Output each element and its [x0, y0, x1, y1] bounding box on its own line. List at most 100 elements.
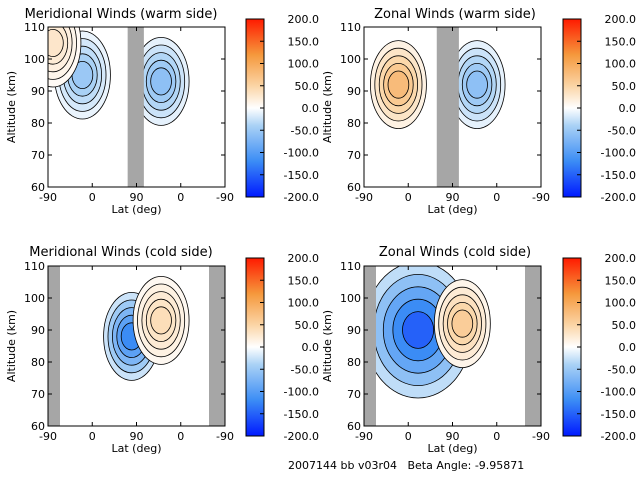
colorbar-tick-label: 200.0 — [288, 252, 320, 265]
colorbar-tick-label: -50.0 — [608, 124, 636, 137]
chart-panel-4: Zonal Winds (cold side)11010090807060-90… — [321, 245, 636, 455]
colorbar-tick-label: 50.0 — [295, 319, 320, 332]
colorbar-tick-label: -150.0 — [284, 169, 319, 182]
contour-level — [402, 311, 435, 349]
y-tick-label: 110 — [24, 260, 45, 273]
y-tick-label: 110 — [340, 260, 361, 273]
colorbar-tick-label: -150.0 — [601, 408, 636, 421]
colorbar-tick-label: -150.0 — [601, 169, 636, 182]
colorbar-tick-label: 100.0 — [288, 58, 320, 71]
colorbar-tick-label: 100.0 — [605, 297, 637, 310]
chart-panel-2: Zonal Winds (warm side)11010090807060-90… — [321, 7, 636, 216]
data-gap — [127, 27, 144, 187]
colorbar-tick-label: -200.0 — [284, 191, 319, 204]
x-tick-label: -90 — [39, 191, 57, 204]
data-gap — [436, 27, 459, 187]
contour-level — [451, 309, 474, 338]
colorbar-tick-label: -200.0 — [601, 191, 636, 204]
y-tick-label: 70 — [31, 149, 45, 162]
colorbar-tick-label: -100.0 — [601, 147, 636, 160]
y-tick-label: 80 — [31, 356, 45, 369]
colorbar-tick-label: 50.0 — [612, 319, 637, 332]
x-tick-label: -90 — [39, 430, 57, 443]
x-tick-label: -90 — [355, 430, 373, 443]
colorbar-tick-label: 100.0 — [288, 297, 320, 310]
y-tick-label: 110 — [340, 21, 361, 34]
colorbar-tick-label: 200.0 — [605, 13, 637, 26]
colorbar-tick-label: 100.0 — [605, 58, 637, 71]
data-gap-right — [525, 266, 541, 426]
colorbar-tick-label: 150.0 — [288, 35, 320, 48]
x-tick-label: 0 — [177, 191, 184, 204]
y-tick-label: 70 — [31, 388, 45, 401]
y-tick-label: 80 — [347, 117, 361, 130]
contour-level — [466, 70, 488, 99]
x-tick-label: -90 — [216, 191, 234, 204]
x-tick-label: 0 — [177, 430, 184, 443]
x-axis-label: Lat (deg) — [112, 442, 162, 455]
colorbar-tick-label: 0.0 — [302, 341, 320, 354]
colorbar-tick-label: -150.0 — [284, 408, 319, 421]
footer-caption: 2007144 bb v03r04 Beta Angle: -9.95871 — [288, 459, 525, 472]
x-tick-label: -90 — [532, 191, 550, 204]
y-tick-label: 90 — [31, 324, 45, 337]
x-tick-label: 0 — [493, 191, 500, 204]
colorbar-tick-label: -100.0 — [284, 386, 319, 399]
data-gap-left — [364, 266, 376, 426]
panel-title: Zonal Winds (cold side) — [379, 245, 531, 260]
x-tick-label: 0 — [405, 430, 412, 443]
y-tick-label: 60 — [347, 181, 361, 194]
x-tick-label: 90 — [130, 430, 144, 443]
y-tick-label: 100 — [340, 53, 361, 66]
colorbar-tick-label: 0.0 — [302, 102, 320, 115]
x-tick-label: -90 — [355, 191, 373, 204]
x-axis-label: Lat (deg) — [428, 442, 478, 455]
x-tick-label: 0 — [405, 191, 412, 204]
x-tick-label: 0 — [493, 430, 500, 443]
panel-title: Zonal Winds (warm side) — [374, 7, 536, 22]
y-tick-label: 90 — [347, 324, 361, 337]
x-tick-label: 0 — [89, 191, 96, 204]
x-axis-label: Lat (deg) — [428, 203, 478, 216]
x-tick-label: 90 — [446, 191, 460, 204]
colorbar-tick-label: -200.0 — [601, 430, 636, 443]
chart-panel-1: Meridional Winds (warm side)110 100 90 80 70… — [5, 7, 320, 216]
x-tick-label: -90 — [216, 430, 234, 443]
colorbar-tick-label: 200.0 — [288, 13, 320, 26]
colorbar-tick-label: 50.0 — [295, 80, 320, 93]
y-tick-label: 80 — [31, 117, 45, 130]
colorbar-tick-label: 150.0 — [605, 35, 637, 48]
colorbar-tick-label: -50.0 — [608, 363, 636, 376]
y-axis-label: Altitude (km) — [321, 71, 334, 143]
y-tick-label: 90 — [31, 85, 45, 98]
panel-title: Meridional Winds (cold side) — [29, 245, 212, 260]
y-tick-label: 60 — [31, 420, 45, 433]
colorbar-tick-label: -200.0 — [284, 430, 319, 443]
y-tick-label: 100 — [24, 292, 45, 305]
x-tick-label: 90 — [130, 191, 144, 204]
colorbar-tick-label: 150.0 — [605, 274, 637, 287]
x-tick-label: -90 — [532, 430, 550, 443]
colorbar-tick-label: -50.0 — [291, 124, 319, 137]
colorbar-tick-label: 50.0 — [612, 80, 637, 93]
plot-area — [48, 266, 225, 426]
plot-area — [364, 27, 541, 187]
y-tick-label: 90 — [347, 85, 361, 98]
colorbar-tick-label: 0.0 — [619, 102, 637, 115]
panel-title: Meridional Winds (warm side) — [25, 7, 218, 22]
y-tick-label: 100 — [24, 53, 45, 66]
x-axis-label: Lat (deg) — [112, 203, 162, 216]
contour-level — [150, 306, 172, 335]
y-tick-label: 80 — [347, 356, 361, 369]
contour-level — [387, 70, 410, 99]
y-tick-label: 100 — [340, 292, 361, 305]
y-tick-label: 60 — [31, 181, 45, 194]
x-tick-label: 0 — [89, 430, 96, 443]
chart-panel-3: Meridional Winds (cold side)110 100 90 80 70… — [5, 245, 319, 455]
colorbar-tick-label: 200.0 — [605, 252, 637, 265]
y-tick-label: 70 — [347, 388, 361, 401]
colorbar-tick-label: -50.0 — [291, 363, 319, 376]
x-tick-label: 90 — [446, 430, 460, 443]
colorbar-tick-label: -100.0 — [601, 386, 636, 399]
